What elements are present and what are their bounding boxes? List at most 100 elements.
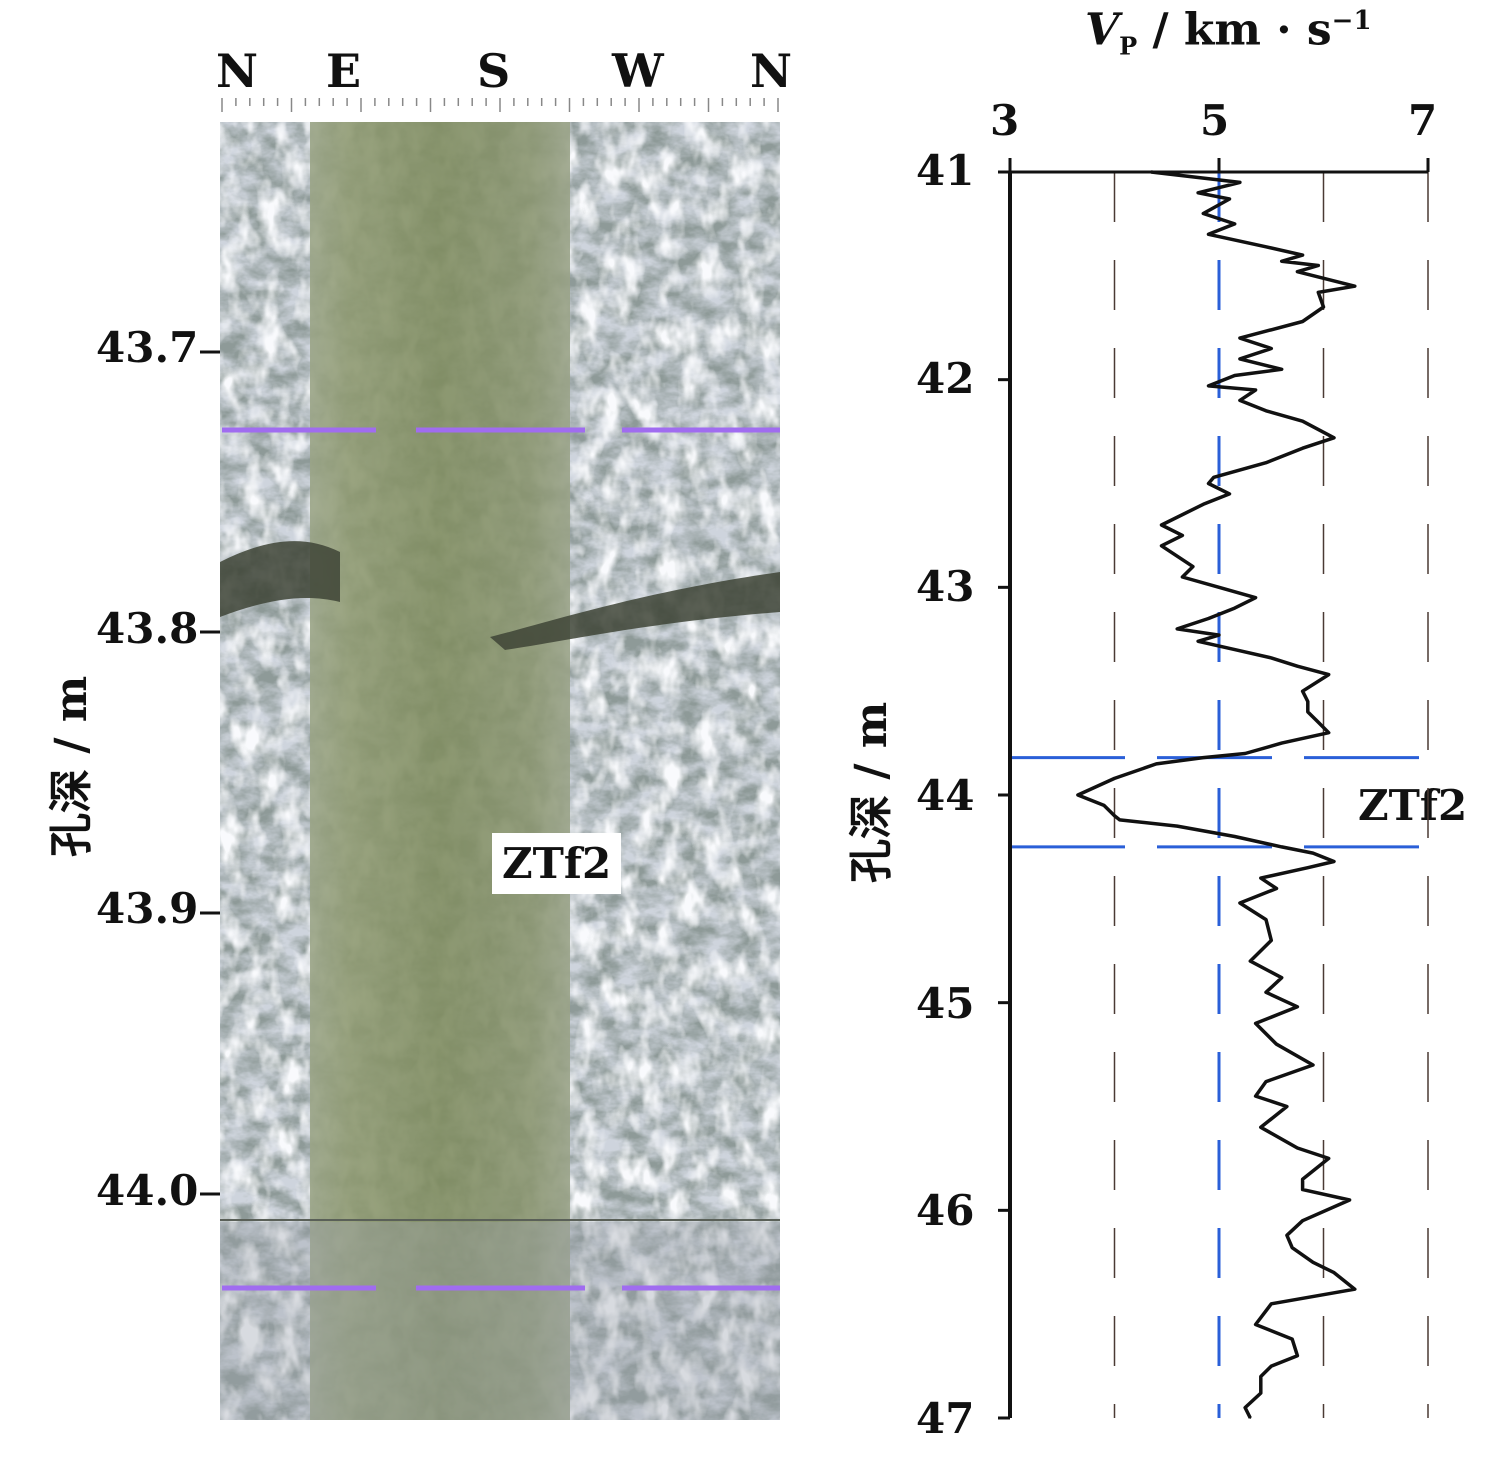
vp-data-point [1239, 337, 1241, 339]
vp-data-point [1265, 1080, 1267, 1083]
vp-data-point [1160, 545, 1163, 547]
vp-data-point [1296, 1354, 1299, 1357]
vp-data-point [1280, 368, 1283, 371]
vp-data-point [1333, 860, 1335, 863]
vp-data-point [1286, 1234, 1288, 1237]
vp-data-point [1176, 555, 1178, 557]
vp-data-point [1249, 960, 1252, 962]
vp-data-point [1150, 171, 1152, 173]
vp-data-point [1260, 877, 1262, 879]
vp-data-point [1207, 617, 1210, 620]
vp-data-point [1207, 385, 1210, 387]
vp-data-point [1239, 399, 1241, 402]
vp-data-point [1103, 804, 1105, 807]
vp-data-point [1296, 270, 1299, 273]
vp-data-point [1265, 245, 1267, 248]
vp-data-point [1233, 648, 1236, 651]
vp-data-point [1301, 447, 1304, 449]
x-tick-label-3: 3 [990, 96, 1020, 145]
vp-data-point [1077, 794, 1079, 796]
vp-data-point [1218, 586, 1220, 589]
vp-data-point [1296, 1147, 1299, 1149]
vp-data-point [1239, 358, 1241, 360]
vp-data-point [1118, 819, 1121, 821]
vp-data-point [1322, 306, 1325, 308]
vp-data-point [1113, 814, 1116, 817]
core-depth-tick-43-8: 43.8 [96, 604, 199, 653]
fracture-trace-left [220, 541, 340, 617]
vp-data-point [1113, 777, 1116, 780]
fracture-trace-right [490, 572, 780, 650]
vp-data-point [1207, 233, 1210, 236]
vp-axis-title: VP / km · s−1 [1085, 8, 1372, 58]
vp-series-line [1076, 170, 1357, 1419]
vp-data-point [1233, 835, 1236, 838]
vp-data-point [1317, 264, 1320, 267]
vp-data-point [1280, 742, 1283, 744]
vp-data-point [1280, 976, 1283, 979]
vp-data-point [1301, 690, 1304, 692]
vp-data-point [1202, 503, 1205, 506]
y-tick-label-42: 42 [916, 354, 975, 403]
vp-data-point [1260, 1392, 1262, 1394]
vp-data-point [1249, 1417, 1252, 1419]
vp-data-point [1202, 756, 1205, 759]
vp-data-point [1244, 1406, 1246, 1409]
core-annotation-ztf2: ZTf2 [492, 833, 622, 894]
vp-data-point [1218, 634, 1220, 636]
vp-data-point [1312, 852, 1314, 854]
vp-data-point [1327, 731, 1330, 734]
vp-data-point [1327, 1157, 1330, 1160]
y-tick-label-43: 43 [916, 562, 975, 611]
vp-data-point [1265, 410, 1267, 412]
vp-data-point [1254, 1095, 1257, 1097]
y-tick-label-44: 44 [916, 771, 975, 820]
y-tick-label-46: 46 [916, 1186, 975, 1235]
compass-label-n1: N [216, 44, 259, 98]
vp-data-point [1348, 1199, 1351, 1201]
vp-data-point [1160, 524, 1163, 526]
vp-data-point [1233, 374, 1236, 377]
vp-data-point [1155, 763, 1158, 765]
vp-data-point [1354, 285, 1356, 288]
drill-mark-band [310, 122, 570, 1420]
vp-data-point [1260, 1375, 1262, 1378]
vp-data-point [1239, 902, 1241, 904]
vp-data-point [1176, 628, 1178, 630]
vp-data-point [1270, 1302, 1273, 1305]
vp-data-point [1317, 291, 1320, 294]
vp-data-point [1233, 223, 1236, 225]
vp-data-point [1270, 939, 1273, 942]
y-tick-label-41: 41 [916, 146, 975, 195]
vp-data-point [1307, 700, 1309, 703]
vp-data-point [1270, 657, 1273, 659]
vp-data-point [1301, 254, 1304, 256]
vp-data-point [1275, 887, 1278, 890]
vp-data-point [1270, 1365, 1273, 1367]
vp-data-point [1307, 711, 1309, 713]
vp-data-point [1301, 1219, 1304, 1222]
vp-data-point [1260, 1126, 1262, 1129]
y-tick-label-47: 47 [916, 1394, 975, 1443]
vp-data-point [1296, 1006, 1299, 1008]
vp-data-point [1228, 493, 1231, 495]
vp-data-point [1265, 918, 1267, 921]
vp-data-point [1202, 212, 1205, 215]
vp-data-point [1265, 461, 1267, 464]
core-depth-tick-43-7: 43.7 [96, 323, 199, 372]
vp-data-point [1254, 389, 1257, 391]
vp-data-point [1354, 1288, 1356, 1291]
vp-data-point [1291, 1338, 1293, 1340]
borehole-core-image [220, 122, 780, 1420]
vp-data-point [1333, 1271, 1335, 1274]
vp-data-point [1212, 476, 1215, 479]
vp-units: / km · s [1137, 4, 1332, 56]
vp-data-point [1291, 1246, 1293, 1249]
vp-data-point [1192, 565, 1194, 568]
core-depth-tick-43-9: 43.9 [96, 884, 199, 933]
compass-label-e: E [326, 44, 362, 98]
vp-data-point [1307, 866, 1309, 869]
vp-data-point [1254, 1022, 1257, 1025]
vp-data-point [1275, 1043, 1278, 1045]
